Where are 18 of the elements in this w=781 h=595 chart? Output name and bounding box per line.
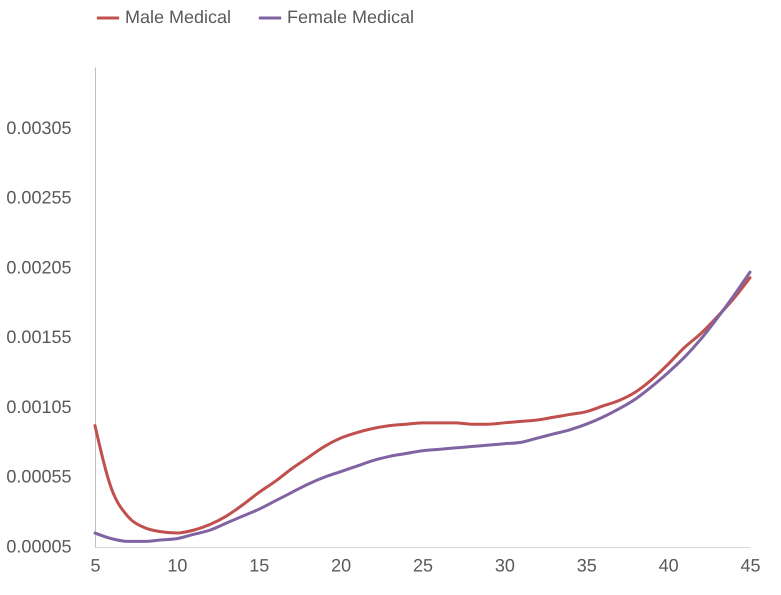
x-tick-label: 25 <box>412 556 434 576</box>
x-tick-label: 5 <box>90 556 101 576</box>
x-tick-label: 30 <box>494 556 515 576</box>
x-tick-label: 40 <box>658 556 679 576</box>
legend-label: Male Medical <box>125 7 232 27</box>
y-tick-label: 0.00205 <box>6 257 72 278</box>
x-tick-label: 10 <box>167 556 188 576</box>
y-tick-label: 0.00105 <box>6 396 72 417</box>
y-tick-label: 0.00255 <box>6 188 72 208</box>
y-tick-label: 0.00005 <box>6 536 72 556</box>
y-tick-label: 0.00055 <box>6 466 72 487</box>
y-tick-label: 0.00155 <box>6 327 72 348</box>
y-tick-label: 0.00305 <box>6 118 72 138</box>
x-tick-label: 35 <box>576 556 597 576</box>
legend-label: Female Medical <box>287 7 414 27</box>
x-tick-label: 15 <box>249 556 270 576</box>
x-tick-label: 20 <box>331 556 352 576</box>
x-tick-label: 45 <box>740 556 761 576</box>
